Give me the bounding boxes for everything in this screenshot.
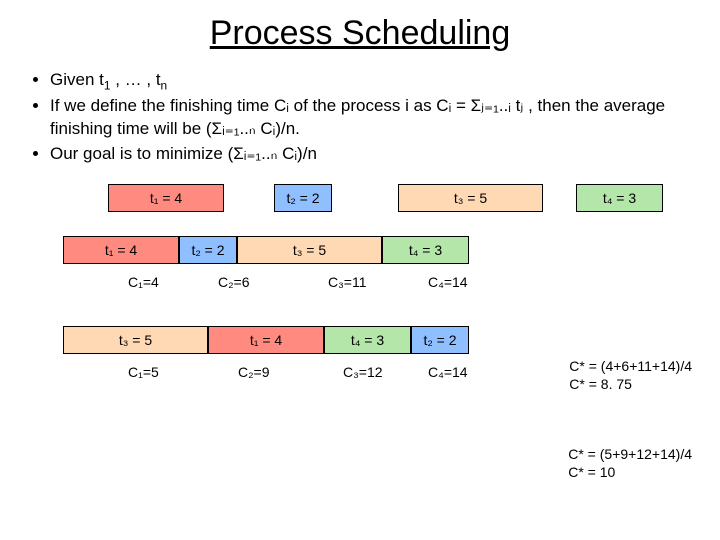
row-fcfs: t₁ = 4 t₂ = 2 t₃ = 5 t₄ = 3 xyxy=(28,236,692,268)
c1: C₁=4 xyxy=(128,274,159,290)
c1: C₁=5 xyxy=(128,364,159,380)
bullet-list: Given t1 , … , tn If we define the finis… xyxy=(28,69,692,166)
bar-t1: t₁ = 4 xyxy=(208,326,324,354)
c-labels-alt: C₁=5 C₂=9 C₃=12 C₄=14 xyxy=(28,364,692,384)
c-labels-fcfs: C₁=4 C₂=6 C₃=11 C₄=14 xyxy=(28,274,692,294)
c2: C₂=6 xyxy=(218,274,250,290)
c3: C₃=12 xyxy=(343,364,383,380)
c2: C₂=9 xyxy=(238,364,270,380)
row-original: t₁ = 4 t₂ = 2 t₃ = 5 t₄ = 3 xyxy=(28,184,692,216)
page-title: Process Scheduling xyxy=(28,14,692,53)
c4: C₄=14 xyxy=(428,274,468,290)
bar-t4: t₄ = 3 xyxy=(576,184,663,212)
result-alt: C* = (5+9+12+14)/4 C* = 10 xyxy=(568,446,692,481)
bullet-2: If we define the finishing time Cᵢ of th… xyxy=(50,95,692,141)
bar-t1: t₁ = 4 xyxy=(108,184,224,212)
bar-t4: t₄ = 3 xyxy=(324,326,411,354)
c4: C₄=14 xyxy=(428,364,468,380)
c3: C₃=11 xyxy=(328,274,367,290)
bar-t1: t₁ = 4 xyxy=(63,236,179,264)
bullet-3: Our goal is to minimize (Σᵢ₌₁..ₙ Cᵢ)/n xyxy=(50,143,692,166)
bar-t2: t₂ = 2 xyxy=(274,184,332,212)
bar-t3: t₃ = 5 xyxy=(63,326,208,354)
bullet-1: Given t1 , … , tn xyxy=(50,69,692,93)
bar-t4: t₄ = 3 xyxy=(382,236,469,264)
bar-t2: t₂ = 2 xyxy=(179,236,237,264)
bar-t3: t₃ = 5 xyxy=(398,184,543,212)
bar-t3: t₃ = 5 xyxy=(237,236,382,264)
bar-t2: t₂ = 2 xyxy=(411,326,469,354)
row-alt: t₃ = 5 t₁ = 4 t₄ = 3 t₂ = 2 xyxy=(28,326,692,358)
